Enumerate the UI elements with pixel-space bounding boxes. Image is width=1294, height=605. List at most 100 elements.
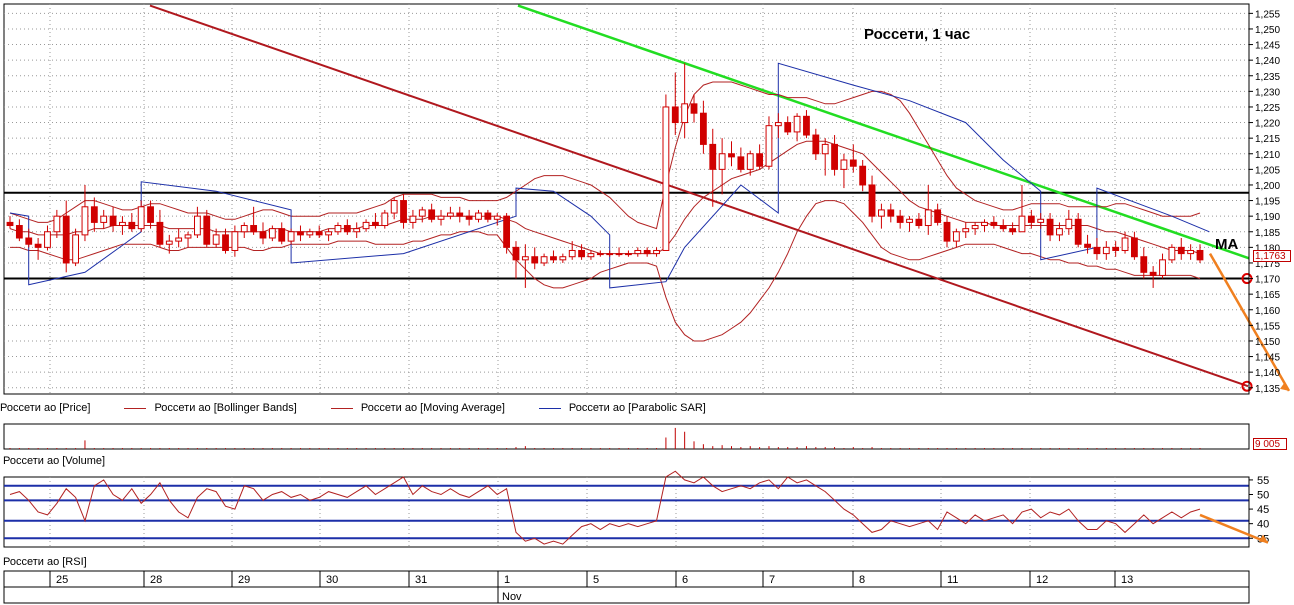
candle-body	[1037, 218, 1045, 223]
candle-body	[1159, 259, 1166, 276]
time-axis-day-label: 31	[415, 574, 427, 586]
rsi-tick-label: 40	[1257, 519, 1269, 531]
candle-body	[315, 231, 323, 236]
candle-body	[746, 153, 754, 170]
forecast-arrowhead-rsi	[1259, 534, 1268, 543]
candle-body	[306, 231, 314, 236]
candle-body	[400, 200, 407, 223]
candle-body	[1149, 271, 1157, 276]
candle-body	[1065, 218, 1073, 230]
candle-body	[25, 237, 33, 245]
price-tick-label: 1,210	[1255, 150, 1280, 161]
legend-sar-swatch	[538, 407, 561, 409]
candle-body	[1131, 237, 1138, 258]
legend-sar[interactable]: Россети ао [Parabolic SAR]	[538, 402, 706, 414]
candle-body	[53, 215, 61, 233]
candle-body	[540, 256, 548, 264]
candle-body	[568, 249, 576, 258]
candle-body	[1196, 249, 1204, 261]
candle-body	[62, 215, 70, 264]
candle-body	[1102, 246, 1110, 255]
candle-body	[634, 249, 642, 255]
price-tick-label: 1,195	[1255, 197, 1280, 208]
time-axis-day-label: 8	[859, 574, 865, 586]
candle-body	[128, 221, 136, 230]
candle-body	[952, 231, 960, 242]
candle-body	[34, 243, 42, 248]
candle-body	[868, 184, 876, 217]
candle-body	[446, 212, 454, 217]
candle-body	[1074, 218, 1082, 245]
candle-body	[512, 246, 520, 261]
candle-body	[109, 215, 117, 227]
target-circle-lower	[1241, 380, 1253, 392]
candle-body	[484, 212, 492, 220]
price-tick-label: 1,155	[1255, 321, 1280, 332]
price-tick-label: 1,225	[1255, 103, 1280, 114]
candle-body	[971, 225, 979, 230]
candle-body	[222, 234, 229, 251]
candle-body	[1168, 246, 1176, 261]
candle-body	[681, 103, 689, 124]
candle-body	[803, 115, 810, 136]
candle-body	[44, 231, 51, 248]
candle-body	[924, 209, 932, 227]
candle-body	[896, 215, 904, 223]
candle-body	[1112, 246, 1120, 251]
price-tick-label: 1,185	[1255, 228, 1280, 239]
candle-body	[6, 221, 14, 227]
time-axis-day-label: 12	[1036, 574, 1048, 586]
legend-bollinger[interactable]: Россети ао [Bollinger Bands]	[124, 402, 297, 414]
candle-body	[381, 212, 389, 227]
candle-body	[793, 115, 801, 133]
candle-body	[671, 106, 679, 124]
candle-body	[156, 221, 164, 245]
candle-body	[1027, 215, 1035, 223]
time-axis-day-label: 1	[504, 574, 510, 586]
candle-body	[943, 221, 951, 242]
price-legend: Россети ао [Price] Россети ао [Bollinger…	[0, 400, 740, 416]
candle-body	[1177, 246, 1185, 255]
rsi-tick-label: 45	[1257, 504, 1269, 516]
candle-body	[849, 159, 857, 167]
candle-body	[325, 231, 332, 236]
candle-body	[212, 234, 220, 245]
candle-body	[615, 253, 623, 256]
price-tick-label: 1,175	[1255, 259, 1280, 270]
ma-annotation: MA	[1215, 236, 1239, 253]
price-axis: 1,255 1,250 1,245 1,240 1,235 1,230 1,225 1,220…	[1248, 4, 1280, 395]
price-tick-label: 1,220	[1255, 119, 1280, 130]
rsi-tick-label: 50	[1257, 490, 1269, 502]
price-tick-label: 1,160	[1255, 306, 1280, 317]
legend-ma[interactable]: Россети ао [Moving Average]	[330, 402, 505, 414]
time-axis-day-label: 5	[593, 574, 599, 586]
rsi-tick-label: 55	[1257, 475, 1269, 487]
volume-last-tag: 9 005	[1253, 438, 1287, 450]
price-tick-label: 1,165	[1255, 290, 1280, 301]
forecast-arrow-rsi	[1199, 513, 1269, 544]
volume-frame	[3, 423, 1250, 450]
candle-body	[840, 159, 848, 170]
candle-body	[999, 225, 1007, 230]
candle-body	[653, 249, 660, 255]
candle-body	[137, 206, 145, 230]
price-grid	[3, 3, 1250, 395]
candle-body	[278, 228, 286, 242]
candle-body	[15, 225, 23, 239]
bollinger-lower-line	[10, 200, 1201, 342]
legend-price[interactable]: Россети ао [Price]	[0, 402, 90, 414]
candle-body	[662, 106, 670, 251]
candle-body	[578, 249, 585, 258]
parabolic-sar	[9, 62, 1210, 289]
candle-body	[699, 112, 707, 145]
rsi-line	[9, 470, 1201, 545]
candle-body	[784, 122, 792, 133]
price-tick-label: 1,200	[1255, 181, 1280, 192]
candle-body	[962, 228, 970, 233]
candle-body	[72, 234, 79, 264]
candle-body	[147, 206, 154, 223]
time-axis-day-label: 30	[326, 574, 338, 586]
time-axis-day-label: 11	[947, 574, 958, 586]
price-tick-label: 1,245	[1255, 41, 1280, 52]
candle-body	[934, 209, 942, 223]
